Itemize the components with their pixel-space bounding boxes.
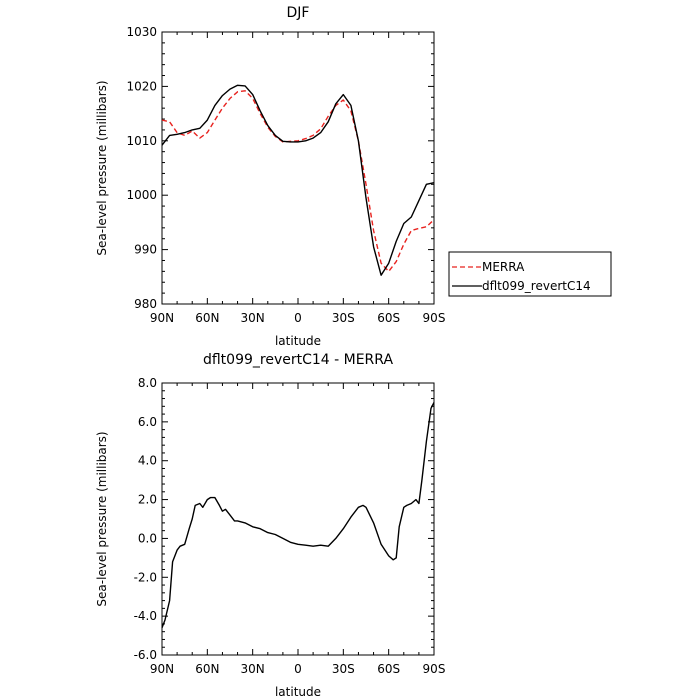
top-chart-legend: MERRA dflt099_revertC14 <box>448 251 612 297</box>
series-line-dflt099-revertc14 <box>161 84 435 276</box>
top-chart-y-axis-label: Sea-level pressure (millibars) <box>95 80 109 255</box>
bottom-chart-plot-frame <box>161 382 435 656</box>
bottom-chart-title: dflt099_revertC14 - MERRA <box>203 352 393 368</box>
legend-label-dflt099: dflt099_revertC14 <box>482 279 591 293</box>
y-tick-label: 1010 <box>126 134 157 148</box>
x-tick-label: 90N <box>150 662 174 676</box>
x-tick-label: 30N <box>241 311 265 325</box>
y-tick-label: -6.0 <box>134 648 157 662</box>
y-tick-label: 6.0 <box>138 415 157 429</box>
y-tick-label: 1020 <box>126 79 157 93</box>
x-tick-label: 60N <box>195 662 219 676</box>
y-tick-label: 2.0 <box>138 493 157 507</box>
bottom-chart-series <box>161 402 435 629</box>
top-chart-x-axis-label: latitude <box>275 334 321 348</box>
x-tick-label: 0 <box>294 662 302 676</box>
bottom-chart: dflt099_revertC14 - MERRA -6.0 -4.0 -2.0 0.… <box>95 352 445 699</box>
x-tick-label: 0 <box>294 311 302 325</box>
series-line-merra <box>161 90 435 273</box>
y-tick-label: 1030 <box>126 25 157 39</box>
bottom-chart-y-axis-label: Sea-level pressure (millibars) <box>95 431 109 606</box>
bottom-chart-x-axis-label: latitude <box>275 685 321 699</box>
legend-box <box>448 251 612 297</box>
y-tick-label: 4.0 <box>138 454 157 468</box>
y-tick-label: -4.0 <box>134 609 157 623</box>
bottom-chart-x-axis: 90N 60N 30N 0 30S 60S 90S <box>150 383 446 676</box>
x-tick-label: 60S <box>377 662 400 676</box>
top-chart-y-axis: 980 990 1000 1010 1020 1030 <box>126 25 434 311</box>
top-chart-title: DJF <box>287 5 310 21</box>
series-line-difference-0 <box>161 402 435 629</box>
top-chart: DJF 980 990 1000 1010 1020 1030 90N 60N 30N 0 30S… <box>95 5 612 348</box>
x-tick-label: 60S <box>377 311 400 325</box>
x-tick-label: 90S <box>423 662 446 676</box>
top-chart-x-axis: 90N 60N 30N 0 30S 60S 90S <box>150 32 446 325</box>
y-tick-label: -2.0 <box>134 570 157 584</box>
top-chart-series <box>161 84 435 276</box>
legend-label-merra: MERRA <box>482 260 525 274</box>
x-tick-label: 90N <box>150 311 174 325</box>
bottom-chart-y-axis: -6.0 -4.0 -2.0 0.0 2.0 4.0 6.0 8.0 <box>134 376 434 662</box>
x-tick-label: 30N <box>241 662 265 676</box>
y-tick-label: 980 <box>134 297 157 311</box>
x-tick-label: 30S <box>332 311 355 325</box>
y-tick-label: 990 <box>134 243 157 257</box>
top-chart-plot-frame <box>161 31 435 305</box>
y-tick-label: 1000 <box>126 188 157 202</box>
x-tick-label: 60N <box>195 311 219 325</box>
y-tick-label: 0.0 <box>138 531 157 545</box>
x-tick-label: 90S <box>423 311 446 325</box>
x-tick-label: 30S <box>332 662 355 676</box>
y-tick-label: 8.0 <box>138 376 157 390</box>
